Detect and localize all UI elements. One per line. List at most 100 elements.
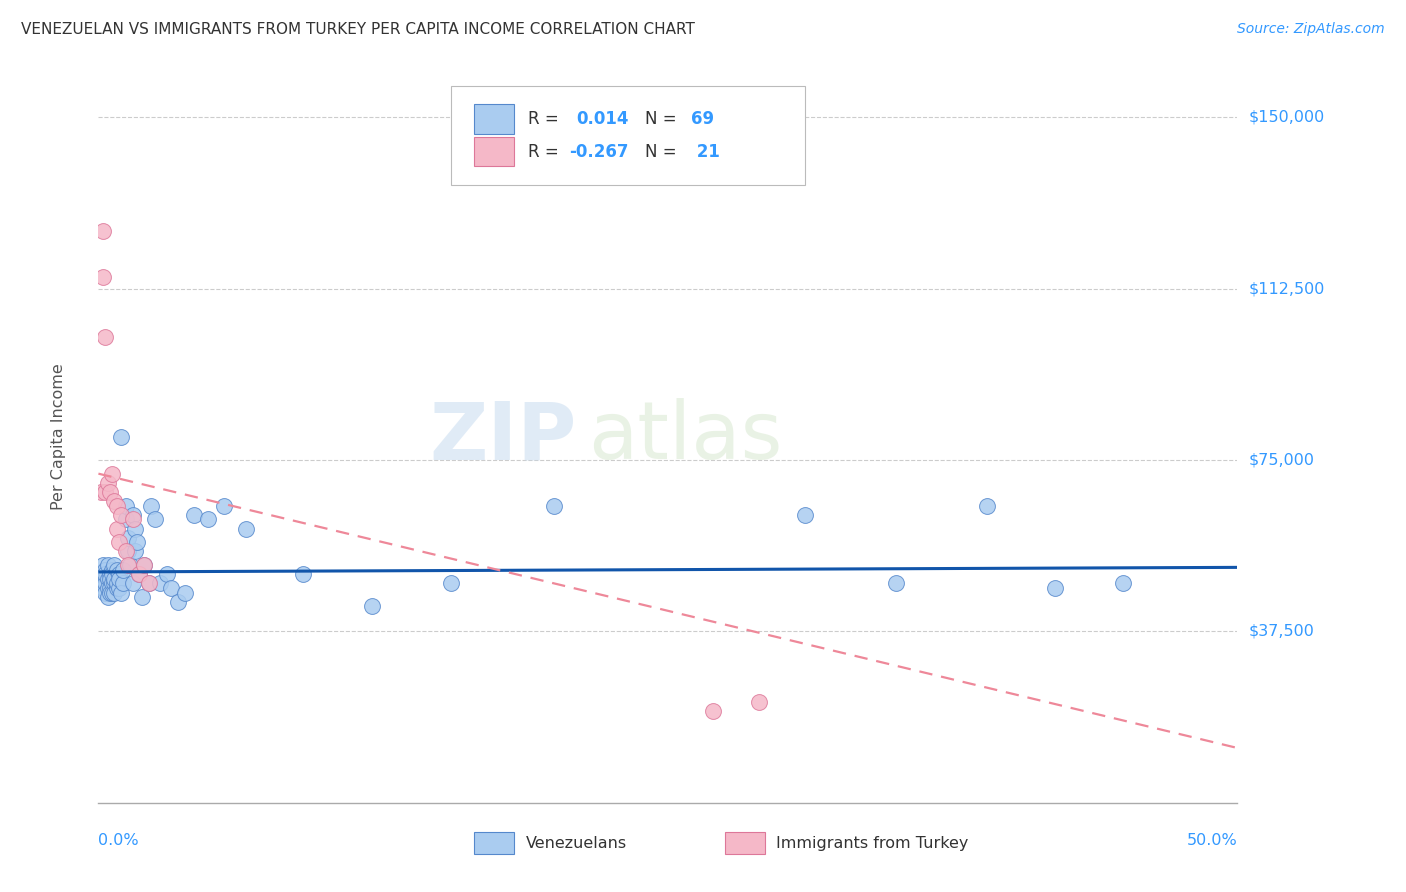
Point (94, 563, 117, 577)
Point (103, 494, 125, 508)
Point (1112, 576, 1135, 591)
Point (197, 512, 219, 526)
Point (145, 512, 167, 526)
Point (91, 558, 114, 573)
Point (128, 567, 150, 582)
Point (702, 705, 724, 719)
Text: -0.267: -0.267 (569, 143, 628, 161)
Point (110, 508, 132, 522)
Point (94, 567, 117, 582)
Point (105, 576, 128, 591)
Text: $37,500: $37,500 (1249, 624, 1315, 639)
Point (94, 576, 117, 591)
Point (360, 599, 382, 614)
Point (103, 585, 125, 599)
Point (98, 581, 121, 595)
Text: VENEZUELAN VS IMMIGRANTS FROM TURKEY PER CAPITA INCOME CORRELATION CHART: VENEZUELAN VS IMMIGRANTS FROM TURKEY PER… (21, 22, 695, 37)
Point (128, 567, 150, 582)
Text: $112,500: $112,500 (1249, 281, 1324, 296)
Point (112, 576, 135, 591)
Point (121, 576, 143, 591)
Point (96, 590, 118, 604)
Point (124, 544, 146, 558)
Point (543, 499, 565, 513)
Point (91, 572, 114, 586)
Point (212, 499, 235, 513)
Point (90, 484, 112, 499)
Point (91, 581, 114, 595)
FancyBboxPatch shape (474, 832, 515, 854)
Point (105, 581, 128, 595)
Point (91, 270, 114, 285)
Text: 0.014: 0.014 (576, 110, 630, 128)
Point (160, 581, 183, 595)
Point (94, 585, 117, 599)
Point (292, 567, 315, 582)
Point (440, 576, 463, 591)
Point (101, 467, 124, 481)
Point (121, 508, 143, 522)
Text: Per Capita Income: Per Capita Income (51, 364, 66, 510)
Point (110, 430, 132, 444)
Text: N =: N = (645, 143, 676, 161)
Point (976, 499, 998, 513)
Point (98, 572, 121, 586)
Point (117, 544, 139, 558)
Point (138, 576, 160, 591)
Point (96, 581, 118, 595)
Point (131, 590, 153, 604)
Point (1043, 581, 1066, 595)
Point (748, 695, 770, 709)
Text: $75,000: $75,000 (1249, 452, 1315, 467)
Point (138, 576, 160, 591)
Point (96, 475, 118, 490)
Point (117, 531, 139, 545)
Point (101, 585, 124, 599)
Point (120, 558, 142, 573)
Point (96, 558, 118, 573)
Point (114, 512, 136, 526)
Text: $150,000: $150,000 (1249, 110, 1324, 125)
Point (98, 585, 121, 599)
Text: 69: 69 (690, 110, 714, 128)
Text: Venezuelans: Venezuelans (526, 836, 627, 851)
Text: R =: R = (527, 143, 564, 161)
Point (103, 558, 125, 573)
Point (174, 585, 197, 599)
Point (121, 512, 143, 526)
Point (156, 567, 179, 582)
FancyBboxPatch shape (451, 86, 804, 185)
Point (90, 576, 112, 591)
Point (105, 563, 128, 577)
Point (114, 544, 136, 558)
FancyBboxPatch shape (474, 137, 515, 167)
Point (94, 329, 117, 343)
Point (103, 572, 125, 586)
Point (101, 576, 124, 591)
Text: ZIP: ZIP (429, 398, 576, 476)
Point (114, 499, 136, 513)
Point (884, 576, 907, 591)
Point (101, 567, 124, 582)
Text: R =: R = (527, 110, 569, 128)
Point (103, 576, 125, 591)
Point (127, 535, 149, 549)
Point (108, 535, 131, 549)
Point (117, 558, 139, 573)
Point (98, 567, 121, 582)
Point (235, 521, 257, 535)
Text: N =: N = (645, 110, 676, 128)
Point (90, 567, 112, 582)
Point (108, 581, 131, 595)
Point (124, 521, 146, 535)
Point (132, 558, 155, 573)
Point (105, 521, 128, 535)
Point (108, 567, 131, 582)
Text: Source: ZipAtlas.com: Source: ZipAtlas.com (1237, 22, 1385, 37)
Point (793, 508, 815, 522)
Point (110, 585, 132, 599)
Text: 21: 21 (690, 143, 720, 161)
Point (96, 572, 118, 586)
Point (94, 484, 117, 499)
Point (105, 499, 128, 513)
